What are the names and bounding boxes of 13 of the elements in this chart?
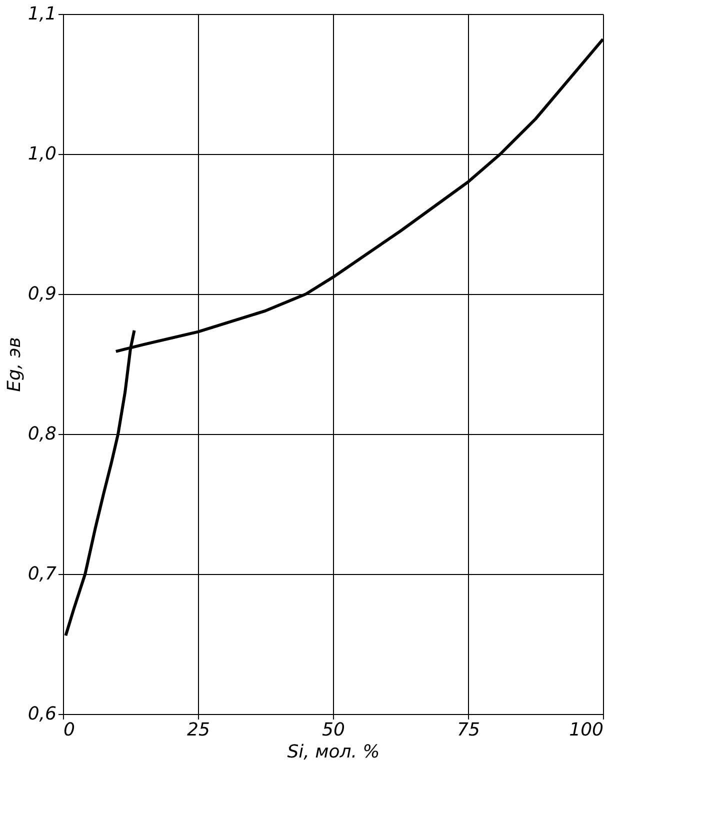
y-tick-label: 0,9: [28, 284, 56, 304]
x-tick-label: 75: [457, 720, 480, 740]
x-tick-label: 25: [187, 720, 210, 740]
x-axis-title: Si, мол. %: [287, 742, 380, 762]
y-axis-title: Eg, эв: [4, 337, 25, 392]
x-tick-label: 0: [64, 720, 75, 740]
y-tick-label: 1,0: [28, 144, 56, 164]
y-tick-label: 1,1: [28, 4, 56, 24]
y-tick-label: 0,7: [28, 564, 58, 584]
y-tick-label: 0,6: [28, 704, 56, 724]
x-tick-label: 50: [322, 720, 345, 740]
x-tick-label: 100: [569, 720, 604, 740]
y-tick-label: 0,8: [28, 424, 56, 444]
